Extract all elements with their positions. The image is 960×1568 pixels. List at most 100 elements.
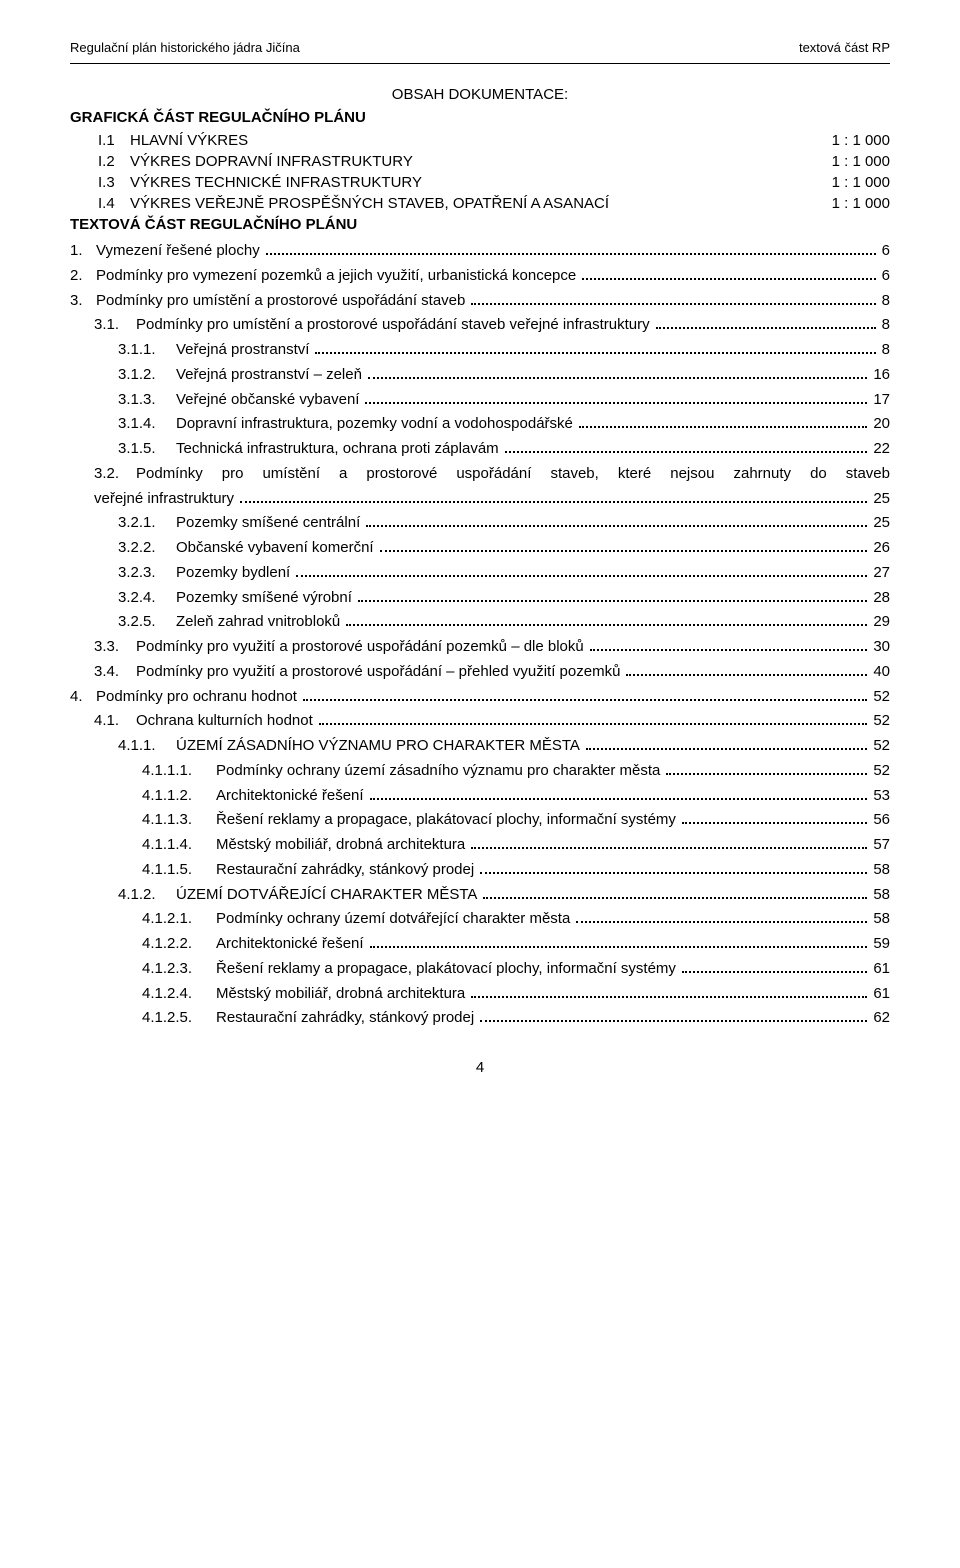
- toc-page: 16: [869, 363, 890, 388]
- toc-label: Městský mobiliář, drobná architektura: [216, 833, 469, 858]
- toc-number: 4.1.1.5.: [142, 858, 216, 883]
- gfx-label: HLAVNÍ VÝKRES: [130, 132, 800, 149]
- gfx-label: VÝKRES VEŘEJNĚ PROSPĚŠNÝCH STAVEB, OPATŘ…: [130, 195, 800, 212]
- header-left: Regulační plán historického jádra Jičína: [70, 40, 300, 55]
- toc-label: Dopravní infrastruktura, pozemky vodní a…: [176, 412, 577, 437]
- toc-number: 3.1.5.: [118, 437, 176, 462]
- page-header: Regulační plán historického jádra Jičína…: [70, 40, 890, 55]
- toc-number: 3.1.4.: [118, 412, 176, 437]
- header-underline: [70, 63, 890, 64]
- toc-entry: 4.1.2.2.Architektonické řešení59: [70, 932, 890, 957]
- toc-dots: [666, 773, 867, 775]
- toc-number: 3.: [70, 289, 96, 314]
- toc-label: Restaurační zahrádky, stánkový prodej: [216, 858, 478, 883]
- gfx-num: I.2: [98, 153, 130, 170]
- toc-entry: 3.2.5.Zeleň zahrad vnitrobloků29: [70, 610, 890, 635]
- toc-page: 8: [878, 289, 890, 314]
- toc-page: 62: [869, 1006, 890, 1031]
- toc-label: Pozemky smíšené výrobní: [176, 586, 356, 611]
- toc-number: 4.1.2.3.: [142, 957, 216, 982]
- gfx-heading: GRAFICKÁ ČÁST REGULAČNÍHO PLÁNU: [70, 109, 890, 126]
- toc-dots: [656, 327, 876, 329]
- toc-page: 61: [869, 982, 890, 1007]
- toc-number: 4.1.2.5.: [142, 1006, 216, 1031]
- page-number: 4: [70, 1059, 890, 1076]
- toc-label: ÚZEMÍ DOTVÁŘEJÍCÍ CHARAKTER MĚSTA: [176, 883, 481, 908]
- toc-dots: [366, 525, 867, 527]
- toc-dots: [471, 847, 867, 849]
- toc-dots: [380, 550, 868, 552]
- toc-label: Architektonické řešení: [216, 784, 368, 809]
- toc-page: 27: [869, 561, 890, 586]
- gfx-scale: 1 : 1 000: [800, 174, 890, 191]
- toc-entry: 3.1.Podmínky pro umístění a prostorové u…: [70, 313, 890, 338]
- toc-entry: 4.1.1.5.Restaurační zahrádky, stánkový p…: [70, 858, 890, 883]
- toc-page: 52: [869, 734, 890, 759]
- toc-page: 8: [878, 338, 890, 363]
- gfx-num: I.3: [98, 174, 130, 191]
- gfx-num: I.1: [98, 132, 130, 149]
- toc-entry: 4.1.1.1.Podmínky ochrany území zásadního…: [70, 759, 890, 784]
- gfx-row: I.3VÝKRES TECHNICKÉ INFRASTRUKTURY1 : 1 …: [70, 174, 890, 191]
- header-right: textová část RP: [799, 40, 890, 55]
- toc-page: 22: [869, 437, 890, 462]
- toc-label: Podmínky ochrany území zásadního významu…: [216, 759, 664, 784]
- toc-entry: 4.1.2.4.Městský mobiliář, drobná archite…: [70, 982, 890, 1007]
- toc-dots: [365, 402, 867, 404]
- toc-label: Veřejné občanské vybavení: [176, 388, 363, 413]
- toc-entry: 3.1.1.Veřejná prostranství 8: [70, 338, 890, 363]
- toc-label: Podmínky pro umístění a prostorové uspoř…: [136, 462, 890, 487]
- gfx-label: VÝKRES TECHNICKÉ INFRASTRUKTURY: [130, 174, 800, 191]
- toc-page: 58: [869, 858, 890, 883]
- toc-page: 26: [869, 536, 890, 561]
- toc-entry: 3.1.4.Dopravní infrastruktura, pozemky v…: [70, 412, 890, 437]
- gfx-num: I.4: [98, 195, 130, 212]
- toc-page: 8: [878, 313, 890, 338]
- toc-number: 4.1.: [94, 709, 136, 734]
- toc-dots: [626, 674, 867, 676]
- toc-entry: 4.1.2.ÚZEMÍ DOTVÁŘEJÍCÍ CHARAKTER MĚSTA5…: [70, 883, 890, 908]
- toc-number: 3.2.3.: [118, 561, 176, 586]
- toc-label: Podmínky pro umístění a prostorové uspoř…: [136, 313, 654, 338]
- toc-page: 52: [869, 685, 890, 710]
- toc-page: 58: [869, 907, 890, 932]
- toc-entry: 4.1.2.1.Podmínky ochrany území dotvářejí…: [70, 907, 890, 932]
- toc-number: 4.1.1.: [118, 734, 176, 759]
- toc-label: Městský mobiliář, drobná architektura: [216, 982, 469, 1007]
- toc-dots: [483, 897, 867, 899]
- toc-entry: 3.4.Podmínky pro využití a prostorové us…: [70, 660, 890, 685]
- toc-dots: [319, 723, 868, 725]
- toc-dots: [368, 377, 867, 379]
- gfx-label: VÝKRES DOPRAVNÍ INFRASTRUKTURY: [130, 153, 800, 170]
- toc-number: 4.1.2.2.: [142, 932, 216, 957]
- toc-page: 57: [869, 833, 890, 858]
- toc-label: Restaurační zahrádky, stánkový prodej: [216, 1006, 478, 1031]
- toc-number: 3.1.: [94, 313, 136, 338]
- toc-number: 4.1.1.2.: [142, 784, 216, 809]
- toc-label: Veřejná prostranství: [176, 338, 313, 363]
- toc-number: 3.2.4.: [118, 586, 176, 611]
- toc-label: Podmínky pro využití a prostorové uspořá…: [136, 635, 588, 660]
- toc-page: 30: [869, 635, 890, 660]
- toc-entry: 3.2.3.Pozemky bydlení 27: [70, 561, 890, 586]
- toc-number: 4.1.1.3.: [142, 808, 216, 833]
- toc-entry: 3.2.Podmínky pro umístění a prostorové u…: [70, 462, 890, 512]
- toc-dots: [346, 624, 867, 626]
- toc-label-cont: veřejné infrastruktury: [94, 487, 238, 512]
- toc-page: 6: [878, 264, 890, 289]
- toc-label: Pozemky smíšené centrální: [176, 511, 364, 536]
- toc-page: 25: [869, 511, 890, 536]
- toc-dots: [682, 971, 867, 973]
- toc-label: Pozemky bydlení: [176, 561, 294, 586]
- toc-dots: [240, 501, 867, 503]
- gfx-scale: 1 : 1 000: [800, 195, 890, 212]
- toc-label: Podmínky pro využití a prostorové uspořá…: [136, 660, 624, 685]
- toc-number: 3.1.2.: [118, 363, 176, 388]
- toc-label: Zeleň zahrad vnitrobloků: [176, 610, 344, 635]
- toc-page: 59: [869, 932, 890, 957]
- toc-number: 3.1.1.: [118, 338, 176, 363]
- doc-title: OBSAH DOKUMENTACE:: [70, 86, 890, 103]
- toc-number: 3.2.2.: [118, 536, 176, 561]
- toc-number: 4.1.2.1.: [142, 907, 216, 932]
- toc-page: 40: [869, 660, 890, 685]
